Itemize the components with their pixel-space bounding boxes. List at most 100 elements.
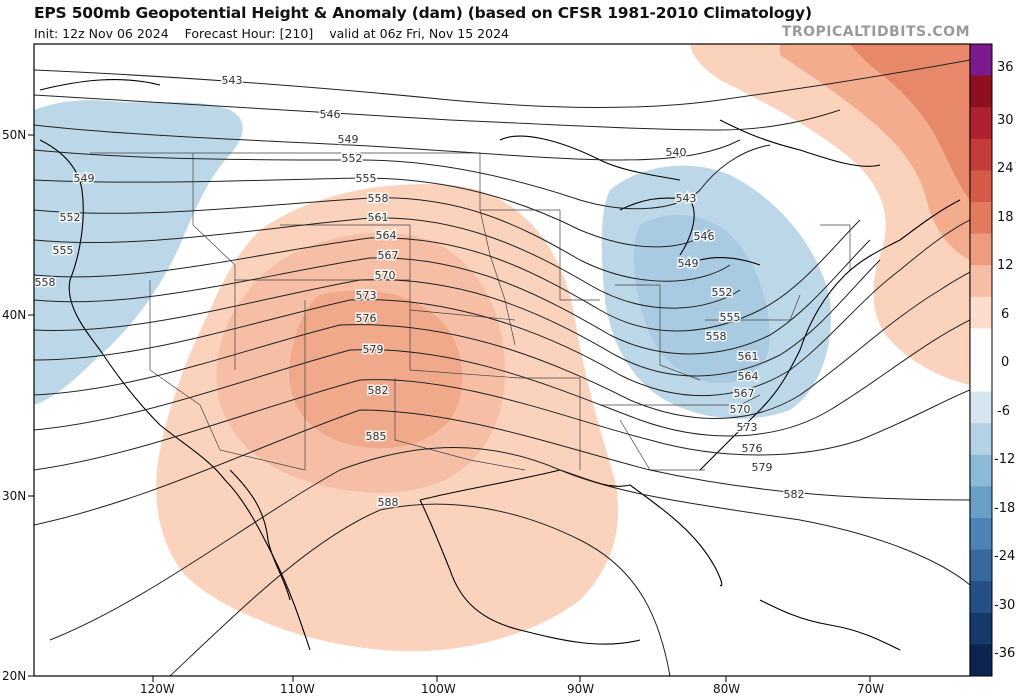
valid-time: valid at 06z Fri, Nov 15 2024 [329, 26, 509, 41]
brand-watermark: TROPICALTIDBITS.COM [781, 24, 970, 40]
contour-label: 540 [666, 146, 687, 159]
lon-label-120w: 120W [140, 682, 175, 696]
colorbar-segment [970, 518, 992, 551]
colorbar-frame [969, 43, 993, 677]
colorbar-label: 18 [997, 210, 1014, 225]
colorbar-segment [970, 233, 992, 266]
contour-label: 588 [378, 496, 399, 509]
contour-label: 579 [752, 461, 773, 474]
contour-label: 558 [706, 330, 727, 343]
height-contours [34, 59, 970, 676]
colorbar-segment [970, 44, 992, 77]
contour-label: 552 [712, 286, 733, 299]
colorbar-segment [970, 581, 992, 614]
map-plot-area: 543 546 549 552 555 558 561 564 567 570 573 576 579 5… [34, 44, 970, 676]
colorbar-segment [970, 549, 992, 582]
west-negative-anomaly [34, 100, 243, 405]
lat-label-40n: 40N [2, 308, 26, 322]
contour-labels: 543 546 549 552 555 558 561 564 567 570 573 576 579 5… [34, 73, 806, 511]
colorbar-segment [970, 612, 992, 645]
anomaly-shading [34, 44, 970, 652]
colorbar-segment [970, 423, 992, 456]
contour-label: 576 [356, 312, 377, 325]
contour-label: 567 [734, 387, 755, 400]
contour-label: 549 [74, 172, 95, 185]
contour-label: 570 [375, 269, 396, 282]
colorbar-label: -36 [994, 646, 1015, 661]
lon-label-110w: 110W [280, 682, 315, 696]
colorbar-label: -12 [994, 452, 1015, 467]
colorbar-segment [970, 391, 992, 424]
colorbar-segment [970, 296, 992, 329]
lon-label-100w: 100W [421, 682, 456, 696]
colorbar-segment [970, 644, 992, 677]
contour-label: 552 [342, 152, 363, 165]
lat-label-50n: 50N [2, 128, 26, 142]
colorbar-label: -18 [994, 501, 1015, 516]
contour-label: 555 [720, 311, 741, 324]
east-negative-core [633, 214, 770, 384]
contour-label: 549 [678, 257, 699, 270]
contour-label: 576 [742, 442, 763, 455]
latitude-axis: 50N 40N 30N 20N [2, 128, 34, 683]
colorbar-label: 12 [997, 258, 1014, 273]
contour-label: 582 [784, 488, 805, 501]
contour-label: 552 [60, 211, 81, 224]
coastlines [39, 79, 961, 651]
forecast-hour: Forecast Hour: [210] [184, 26, 314, 41]
contour-label: 567 [378, 249, 399, 262]
contour-label: 573 [356, 289, 377, 302]
colorbar-segment [970, 138, 992, 171]
contour-label: 564 [738, 370, 759, 383]
colorbar-label: 30 [997, 113, 1014, 128]
contour-label: 564 [376, 229, 397, 242]
contour-label: 546 [320, 108, 341, 121]
colorbar-segment [970, 202, 992, 235]
contour-label: 570 [730, 403, 751, 416]
map-title: EPS 500mb Geopotential Height & Anomaly … [34, 4, 812, 22]
colorbar-label: 0 [1001, 355, 1009, 370]
init-time: Init: 12z Nov 06 2024 [34, 26, 169, 41]
colorbar-label: 24 [997, 161, 1014, 176]
colorbar-label: 6 [1001, 307, 1009, 322]
longitude-axis: 120W 110W 100W 90W 80W 70W [140, 676, 884, 696]
lon-label-70w: 70W [857, 682, 884, 696]
contour-label: 555 [53, 244, 74, 257]
southwest-positive-core [289, 290, 463, 449]
colorbar [970, 44, 992, 677]
contour-label: 543 [222, 74, 243, 87]
colorbar-segment [970, 328, 992, 361]
contour-label: 579 [363, 343, 384, 356]
political-borders [90, 152, 851, 471]
colorbar-segment [970, 170, 992, 203]
contour-label: 546 [694, 230, 715, 243]
contour-label: 558 [35, 276, 56, 289]
contour-label: 549 [338, 133, 359, 146]
lat-label-30n: 30N [2, 489, 26, 503]
colorbar-label: -30 [994, 598, 1015, 613]
colorbar-segment [970, 486, 992, 519]
contour-label: 558 [368, 192, 389, 205]
contour-label: 582 [368, 384, 389, 397]
contour-label: 585 [366, 430, 387, 443]
map-subtitle: Init: 12z Nov 06 2024 Forecast Hour: [21… [34, 26, 521, 41]
contour-label: 555 [356, 172, 377, 185]
colorbar-label: -6 [997, 404, 1010, 419]
colorbar-segment [970, 107, 992, 140]
contour-label: 573 [737, 421, 758, 434]
colorbar-label: 36 [997, 60, 1014, 75]
colorbar-label: -24 [994, 549, 1015, 564]
contour-label: 561 [738, 350, 759, 363]
contour-label: 543 [676, 192, 697, 205]
colorbar-segment [970, 75, 992, 108]
colorbar-labels: 36 30 24 18 12 6 0 -6 -12 -18 -24 -30 -3… [994, 60, 1015, 661]
contour-label: 561 [368, 211, 389, 224]
colorbar-segment [970, 454, 992, 487]
lat-label-20n: 20N [2, 669, 26, 683]
colorbar-segment [970, 265, 992, 298]
lon-label-90w: 90W [567, 682, 594, 696]
colorbar-segment [970, 360, 992, 393]
northeast-positive-core [850, 44, 970, 200]
lon-label-80w: 80W [713, 682, 740, 696]
